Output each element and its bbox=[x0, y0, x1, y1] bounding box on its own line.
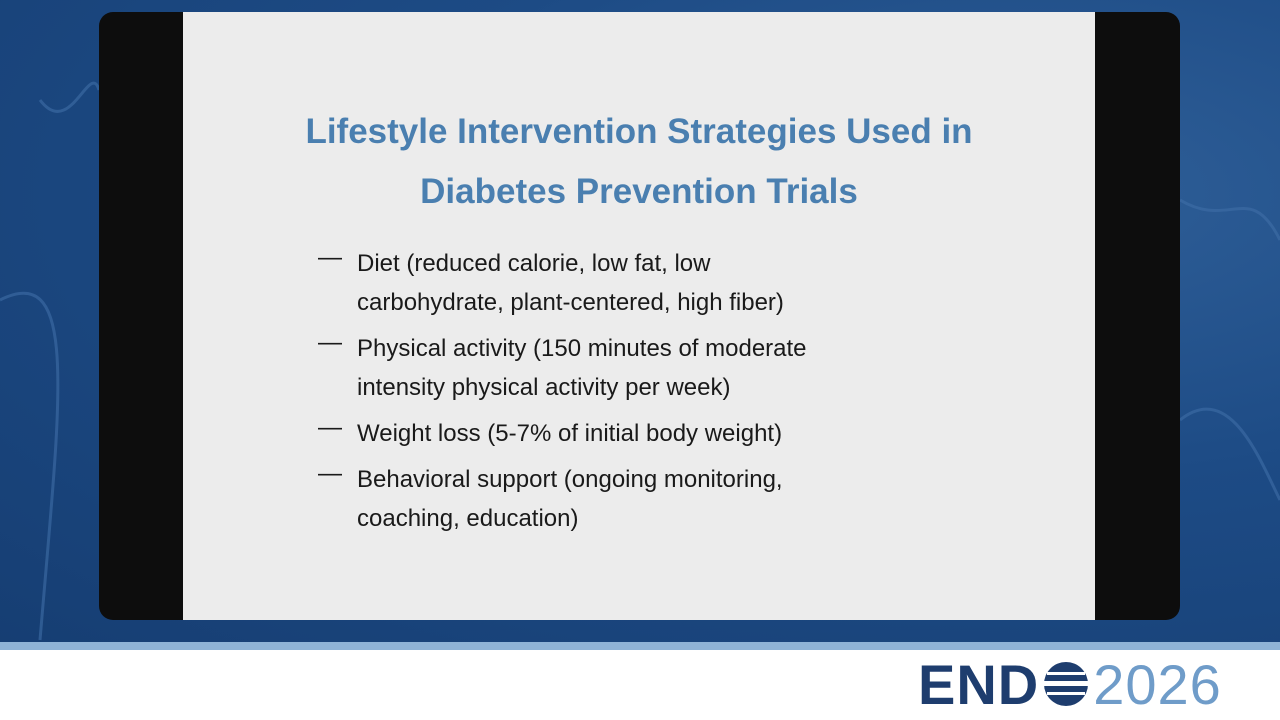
bullet-text: Physical activity (150 minutes of modera… bbox=[357, 335, 807, 362]
bullet-item: — Behavioral support (ongoing monitoring,… bbox=[318, 460, 1018, 538]
title-line: Diabetes Prevention Trials bbox=[420, 172, 858, 211]
bullet-item: — Physical activity (150 minutes of moder… bbox=[318, 329, 1018, 407]
stripe bbox=[0, 642, 1280, 650]
bullet-marker: — bbox=[318, 329, 342, 356]
bullet-item: — Weight loss (5-7% of initial body weigh… bbox=[318, 414, 1018, 453]
bullet-marker: — bbox=[318, 414, 342, 441]
bullet-list: — Diet (reduced calorie, low fat, low carb… bbox=[318, 244, 1018, 545]
bullet-text: Weight loss (5-7% of initial body weight… bbox=[357, 420, 783, 447]
slide-title: Lifestyle Intervention Strategies Used i… bbox=[183, 102, 1095, 222]
bullet-text: Diet (reduced calorie, low fat, low bbox=[357, 250, 711, 277]
bullet-marker: — bbox=[318, 460, 342, 487]
logo-year: 2026 bbox=[1093, 652, 1222, 716]
logo-text: END bbox=[918, 652, 1040, 716]
background-veins bbox=[0, 81, 1280, 641]
logo-globe bbox=[1043, 662, 1090, 706]
bullet-text: Behavioral support (ongoing monitoring, bbox=[357, 466, 783, 493]
logo: END 2026 bbox=[918, 652, 1222, 716]
bullet-text: carbohydrate, plant-centered, high fiber… bbox=[357, 289, 784, 316]
bullet-marker: — bbox=[318, 244, 342, 271]
bullet-text: intensity physical activity per week) bbox=[357, 374, 731, 401]
slide: Lifestyle Intervention Strategies Used i… bbox=[183, 12, 1095, 620]
title-line: Lifestyle Intervention Strategies Used i… bbox=[305, 112, 973, 151]
bullet-item: — Diet (reduced calorie, low fat, low carb… bbox=[318, 244, 1018, 322]
bullet-text: coaching, education) bbox=[357, 505, 579, 532]
